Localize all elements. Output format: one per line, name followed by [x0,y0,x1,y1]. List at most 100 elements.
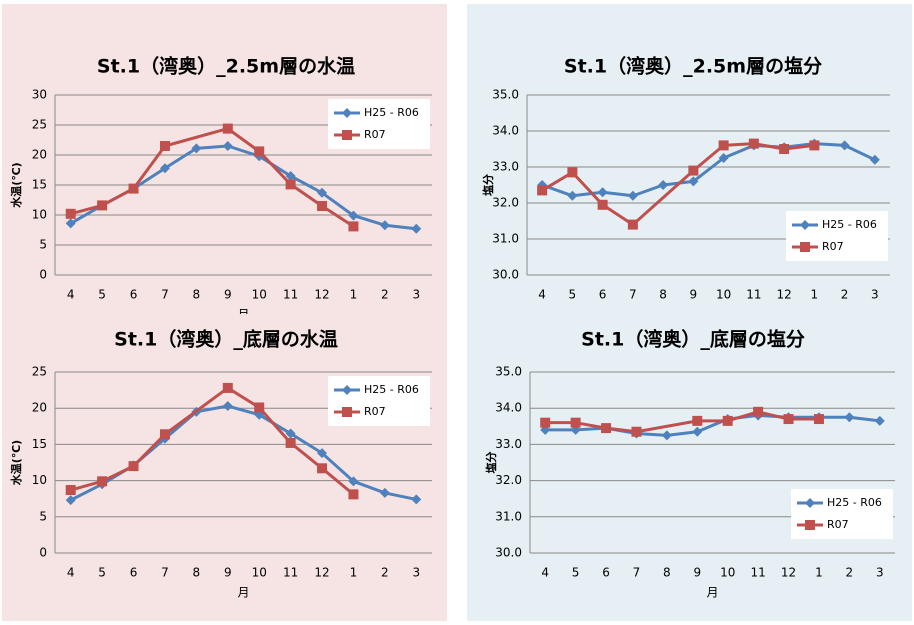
x-tick-label: 7 [629,288,637,302]
x-tick-label: 2 [381,566,389,580]
x-axis-label: 月 [706,586,718,600]
marker [65,495,76,506]
x-tick-label: 8 [193,566,201,580]
y-tick-label: 25 [32,365,47,379]
legend-box [791,489,893,539]
marker [348,476,359,487]
marker [65,485,76,496]
legend-label: H25 - R06 [827,496,882,509]
x-tick-label: 6 [130,288,138,302]
legend-label: H25 - R06 [364,383,419,396]
marker [718,153,729,163]
x-tick-label: 10 [716,288,731,302]
y-tick-label: 34.0 [492,124,519,138]
marker [222,123,233,134]
legend-label: R07 [822,240,844,253]
chart: St.1（湾奥）_2.5m層の塩分 30.0 31.0 32.0 33.0 34.0 35.… [467,4,912,314]
marker [567,167,578,178]
x-tick-label: 9 [693,566,701,580]
x-tick-label: 6 [130,566,138,580]
x-tick-label: 11 [750,566,765,580]
x-tick-label: 12 [314,566,329,580]
marker [874,415,885,426]
x-tick-label: 6 [602,566,610,580]
marker [661,430,672,441]
marker [285,171,296,181]
y-axis-label: 塩分 [481,174,495,196]
series-line [70,433,167,492]
marker [317,187,328,198]
gap-bridge [164,127,229,148]
marker [65,218,76,229]
legend-label: R07 [827,518,849,531]
y-axis-label: 塩分 [484,452,498,474]
x-tick-label: 4 [67,288,75,302]
marker [779,144,790,154]
x-tick-label: 7 [161,288,169,302]
x-tick-label: 10 [252,566,267,580]
x-tick-label: 4 [538,288,546,302]
marker [128,183,139,194]
y-tick-label: 31.0 [495,509,522,523]
series-line [541,142,876,198]
y-tick-label: 15 [32,437,47,451]
x-tick-label: 8 [193,288,201,302]
legend-box [786,211,888,261]
y-tick-label: 34.0 [495,401,522,415]
marker [348,489,359,500]
y-tick-label: 10 [32,208,47,222]
marker [379,487,390,498]
marker [631,426,642,437]
marker [627,190,638,201]
x-tick-label: 5 [98,566,106,580]
marker [285,428,296,439]
x-tick-label: 5 [98,288,106,302]
legend-marker [342,407,352,417]
marker [222,382,233,393]
marker [748,138,759,149]
y-tick-label: 0 [39,546,47,560]
legend-label: R07 [364,405,386,418]
chart: St.1（湾奥）_底層の塩分 30.0 31.0 32.0 33.0 34.0 35.0 4 5… [467,314,912,621]
marker [627,219,638,230]
chart-title: St.1（湾奥）_2.5m層の塩分 [564,55,822,78]
x-tick-label: 3 [876,566,884,580]
marker [537,185,548,196]
y-tick-label: 30 [32,88,47,102]
marker [869,154,880,165]
x-tick-label: 7 [161,566,169,580]
y-tick-label: 33.0 [495,437,522,451]
y-tick-label: 5 [39,509,47,523]
x-tick-label: 5 [572,566,580,580]
series-line [545,421,637,434]
y-tick-label: 25 [32,118,47,132]
x-tick-label: 8 [659,288,667,302]
x-tick-label: 1 [815,566,823,580]
x-tick-label: 5 [569,288,577,302]
y-tick-label: 35.0 [492,88,519,102]
y-tick-label: 32.0 [492,196,519,210]
y-tick-label: 31.0 [492,232,519,246]
marker [718,140,729,151]
y-tick-label: 30.0 [495,546,522,560]
marker [658,180,669,190]
x-tick-label: 11 [283,566,298,580]
marker [222,401,233,412]
marker [753,406,764,417]
legend-box [328,99,430,149]
x-tick-label: 8 [663,566,671,580]
marker [348,221,359,232]
chart-title: St.1（湾奥）_底層の塩分 [581,328,805,351]
legend-marker [342,385,352,395]
legend-marker [805,498,815,508]
x-tick-label: 3 [412,288,420,302]
y-tick-label: 10 [32,473,47,487]
gap-bridge [631,169,695,226]
marker [285,179,296,190]
marker [159,141,170,151]
x-tick-label: 10 [252,288,267,302]
y-tick-label: 35.0 [495,365,522,379]
y-tick-label: 5 [39,238,47,252]
series-line [541,170,634,226]
